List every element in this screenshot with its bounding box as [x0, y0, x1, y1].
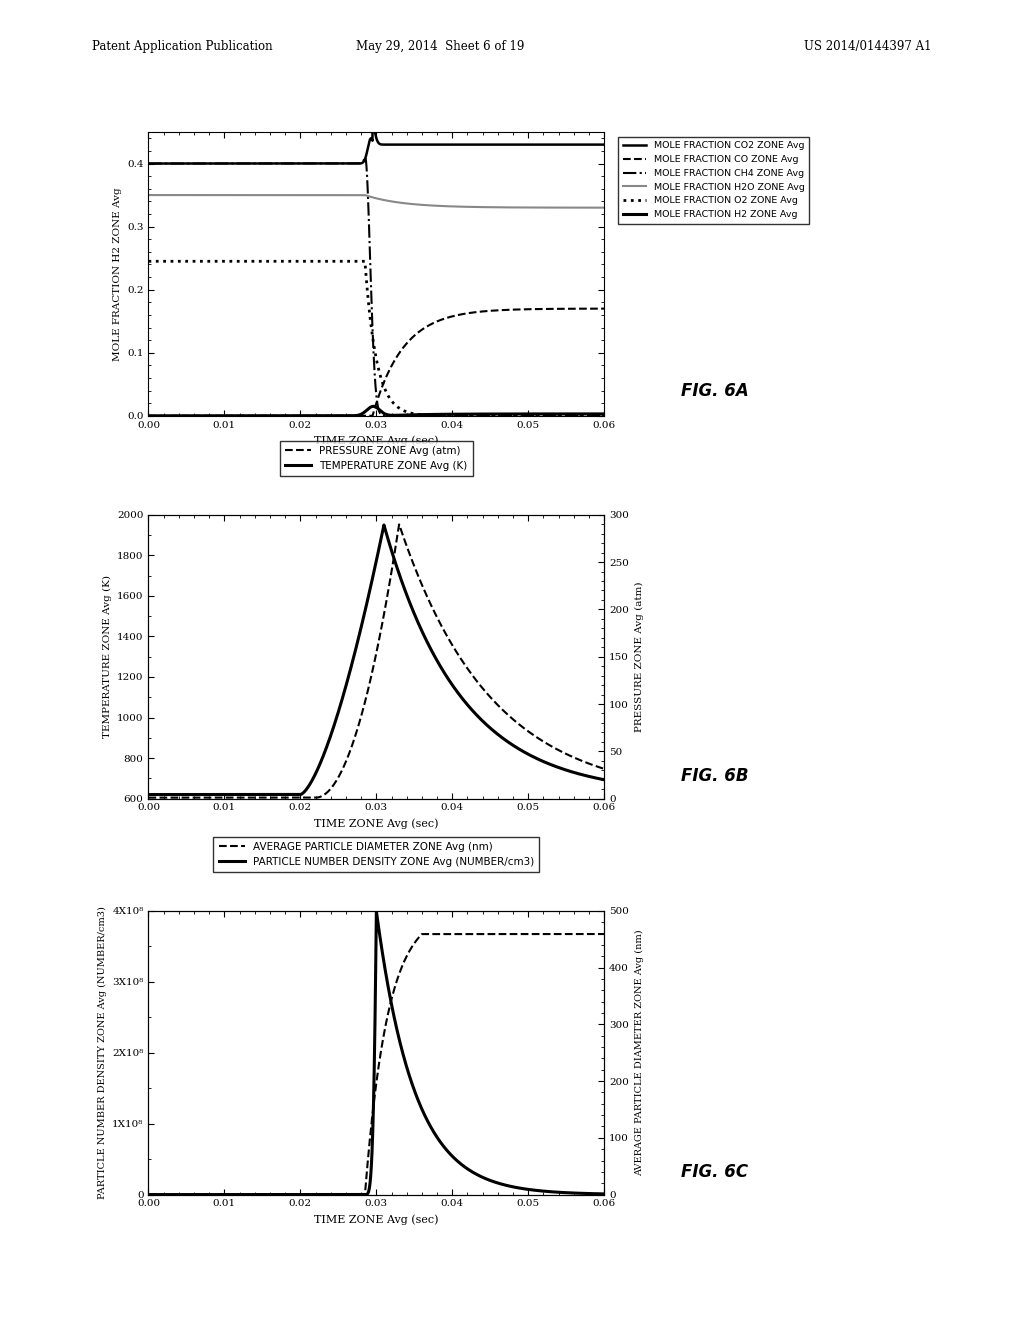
Text: FIG. 6A: FIG. 6A — [681, 381, 749, 400]
X-axis label: TIME ZONE Avg (sec): TIME ZONE Avg (sec) — [314, 818, 438, 829]
X-axis label: TIME ZONE Avg (sec): TIME ZONE Avg (sec) — [314, 1214, 438, 1225]
X-axis label: TIME ZONE Avg (sec): TIME ZONE Avg (sec) — [314, 436, 438, 446]
Text: FIG. 6B: FIG. 6B — [681, 767, 749, 785]
Y-axis label: TEMPERATURE ZONE Avg (K): TEMPERATURE ZONE Avg (K) — [102, 576, 112, 738]
Y-axis label: PARTICLE NUMBER DENSITY ZONE Avg (NUMBER/cm3): PARTICLE NUMBER DENSITY ZONE Avg (NUMBER… — [97, 907, 106, 1199]
Y-axis label: MOLE FRACTION H2 ZONE Avg: MOLE FRACTION H2 ZONE Avg — [113, 187, 122, 360]
Text: Patent Application Publication: Patent Application Publication — [92, 40, 272, 53]
Legend: PRESSURE ZONE Avg (atm), TEMPERATURE ZONE Avg (K): PRESSURE ZONE Avg (atm), TEMPERATURE ZON… — [280, 441, 473, 477]
Text: FIG. 6C: FIG. 6C — [681, 1163, 749, 1181]
Y-axis label: AVERAGE PARTICLE DIAMETER ZONE Avg (nm): AVERAGE PARTICLE DIAMETER ZONE Avg (nm) — [635, 929, 643, 1176]
Text: May 29, 2014  Sheet 6 of 19: May 29, 2014 Sheet 6 of 19 — [356, 40, 524, 53]
Y-axis label: PRESSURE ZONE Avg (atm): PRESSURE ZONE Avg (atm) — [635, 581, 643, 733]
Text: US 2014/0144397 A1: US 2014/0144397 A1 — [804, 40, 932, 53]
Legend: MOLE FRACTION CO2 ZONE Avg, MOLE FRACTION CO ZONE Avg, MOLE FRACTION CH4 ZONE Av: MOLE FRACTION CO2 ZONE Avg, MOLE FRACTIO… — [618, 137, 810, 224]
Legend: AVERAGE PARTICLE DIAMETER ZONE Avg (nm), PARTICLE NUMBER DENSITY ZONE Avg (NUMBE: AVERAGE PARTICLE DIAMETER ZONE Avg (nm),… — [213, 837, 540, 873]
